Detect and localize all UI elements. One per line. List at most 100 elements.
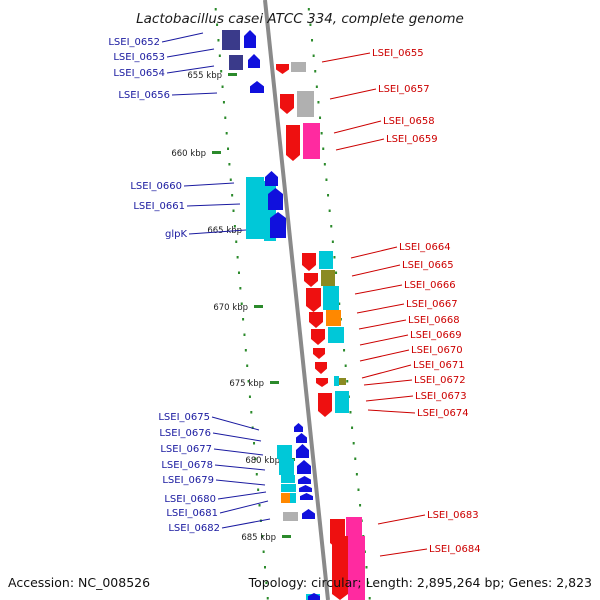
cog-color-block (336, 378, 346, 385)
right-leader-line (367, 409, 416, 414)
topology-text: Topology: circular; Length: 2,895,264 bp… (248, 575, 592, 590)
right-leader-line (329, 88, 377, 100)
right-leader-line (365, 395, 414, 402)
forward-strand-gene-arrow (296, 433, 307, 443)
left-gene-label: LSEI_0680 (164, 494, 216, 505)
forward-strand-gene-arrow (248, 54, 260, 68)
left-track-dot (263, 566, 266, 569)
gene-features (222, 30, 365, 600)
right-leader-line (379, 548, 428, 557)
right-track-dot (319, 116, 322, 119)
cog-color-block (281, 493, 291, 503)
left-track-dot (248, 395, 251, 398)
reverse-strand-gene-arrow (286, 125, 300, 161)
left-track-dot (220, 70, 223, 73)
forward-strand-gene-arrow (250, 81, 264, 93)
left-leader-line (214, 464, 266, 471)
right-gene-label: LSEI_0674 (417, 408, 469, 419)
right-gene-label: LSEI_0666 (404, 280, 456, 291)
left-track-dot (261, 535, 264, 538)
cog-color-block (334, 376, 339, 386)
left-track-dot (242, 318, 245, 321)
left-track-dot (217, 39, 220, 42)
left-track-dot (227, 147, 230, 150)
left-track-dot (222, 101, 225, 104)
right-track-dot (355, 473, 358, 476)
left-track-dot (224, 116, 227, 119)
right-track-dot (315, 85, 318, 88)
left-track-dot (243, 333, 246, 336)
left-track-dot (258, 504, 261, 507)
right-track-dot (346, 380, 349, 383)
left-leader-line (213, 448, 264, 456)
right-track-dot (368, 597, 371, 600)
reverse-strand-gene-arrow (313, 348, 325, 359)
right-track-dot (357, 488, 360, 491)
left-leader-line (186, 203, 241, 207)
kbp-tick-label: 680 kbp (245, 456, 280, 466)
left-leader-line (219, 500, 269, 514)
left-track-dot (214, 8, 217, 11)
forward-strand-gene-arrow (294, 423, 303, 432)
right-track-dot (351, 426, 354, 429)
cog-color-block (279, 459, 294, 475)
cog-color-block (290, 493, 296, 503)
right-gene-label: LSEI_0669 (410, 330, 462, 341)
left-gene-label: LSEI_0653 (113, 52, 165, 63)
left-gene-label: LSEI_0654 (113, 68, 165, 79)
right-leader-line (335, 138, 385, 151)
right-gene-label: LSEI_0667 (406, 299, 458, 310)
right-leader-line (359, 349, 410, 362)
cog-color-block (277, 445, 292, 459)
reverse-strand-gene-arrow (309, 312, 323, 328)
reverse-strand-gene-arrow (315, 362, 327, 374)
left-leader-line (171, 92, 218, 96)
right-track-dot (349, 411, 352, 414)
reverse-strand-gene-arrow (306, 288, 321, 312)
forward-strand-gene-arrow (297, 460, 311, 474)
left-track-dot (239, 287, 242, 290)
left-track-dot (218, 54, 221, 57)
genome-backbone (263, 0, 330, 600)
right-leader-line (363, 379, 413, 386)
right-track-dot (335, 271, 338, 274)
left-track-dot (254, 457, 257, 460)
left-leader-line (212, 432, 262, 442)
kbp-tick-label: 660 kbp (171, 149, 206, 159)
right-track-dot (307, 8, 310, 11)
cog-color-block (297, 91, 314, 117)
cog-color-block (319, 251, 333, 269)
right-track-dot (327, 194, 330, 197)
right-leader-line (321, 52, 371, 63)
left-leader-line (188, 229, 247, 235)
right-gene-label: LSEI_0664 (399, 242, 451, 253)
forward-strand-gene-arrow (298, 476, 311, 484)
left-track-dot (232, 209, 235, 212)
right-gene-label: LSEI_0665 (402, 260, 454, 271)
cog-color-block (283, 512, 298, 521)
right-gene-label: LSEI_0671 (413, 360, 465, 371)
forward-strand-gene-arrow (308, 593, 320, 600)
cog-color-block (291, 62, 306, 72)
cog-color-block (246, 177, 264, 239)
left-gene-label: LSEI_0679 (162, 475, 214, 486)
right-track-dot (325, 178, 328, 181)
left-track-dot (265, 581, 268, 584)
reverse-strand-gene-arrow (311, 329, 325, 345)
left-leader-line (217, 491, 267, 500)
forward-strand-gene-arrow (268, 188, 283, 210)
kbp-tick-label: 675 kbp (229, 379, 264, 389)
right-leader-line (333, 120, 382, 134)
map-title: Lactobacillus casei ATCC 334, complete g… (136, 11, 464, 27)
right-track-dot (359, 504, 362, 507)
left-track-dot (255, 473, 258, 476)
left-leader-line (211, 416, 260, 431)
right-gene-label: LSEI_0659 (386, 134, 438, 145)
left-leader-line (215, 479, 266, 486)
kbp-tick-mark (282, 535, 291, 538)
right-track-dot (338, 302, 341, 305)
right-track-dot (311, 39, 314, 42)
left-leader-line (166, 65, 215, 74)
forward-strand-gene-arrow (299, 485, 312, 492)
left-gene-label: LSEI_0660 (130, 181, 182, 192)
